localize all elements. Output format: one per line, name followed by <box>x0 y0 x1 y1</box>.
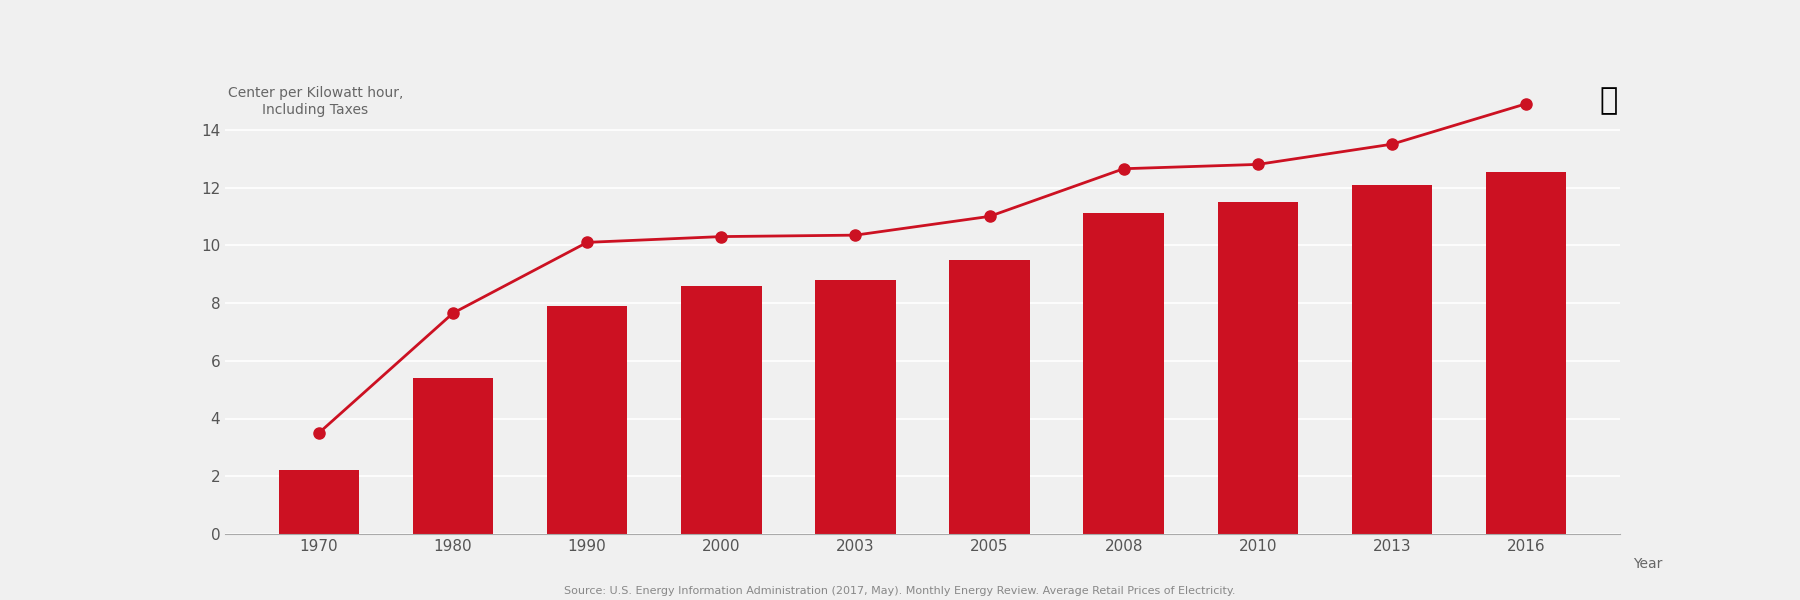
Bar <box>412 378 493 534</box>
Bar <box>279 470 360 534</box>
Text: Year: Year <box>1633 557 1663 571</box>
Bar <box>1084 214 1165 534</box>
Bar <box>547 306 628 534</box>
Bar <box>1485 172 1566 534</box>
Bar <box>949 260 1030 534</box>
Text: 🔌: 🔌 <box>1600 86 1618 115</box>
Bar <box>815 280 896 534</box>
Text: Center per Kilowatt hour,
Including Taxes: Center per Kilowatt hour, Including Taxe… <box>227 86 403 116</box>
Text: Source: U.S. Energy Information Administration (2017, May). Monthly Energy Revie: Source: U.S. Energy Information Administ… <box>563 586 1237 596</box>
Bar <box>680 286 761 534</box>
Bar <box>1217 202 1298 534</box>
Bar <box>1352 185 1433 534</box>
